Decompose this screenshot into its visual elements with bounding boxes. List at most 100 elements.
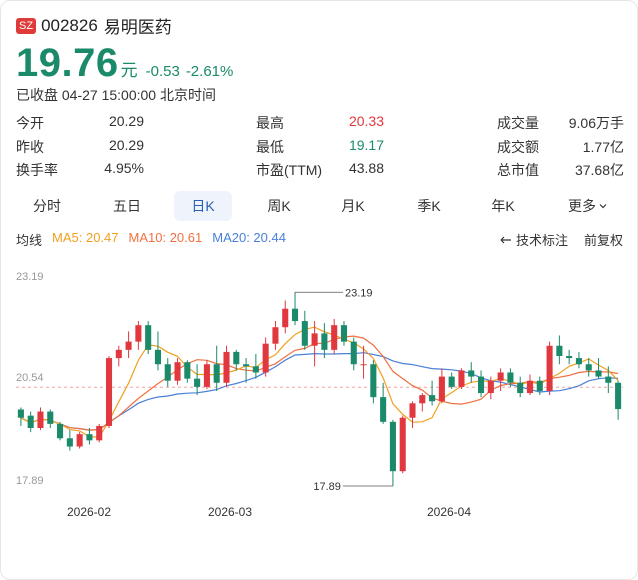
candle-body (448, 376, 455, 387)
candle (409, 401, 416, 429)
candle-body (96, 425, 103, 441)
tab-yearly-k[interactable]: 年K (491, 198, 515, 214)
candle-body (311, 333, 318, 346)
candle (115, 345, 122, 367)
candle-body (115, 349, 122, 359)
x-tick-label: 2026-03 (208, 505, 252, 519)
current-price: 19.76 (16, 41, 119, 85)
min-marker-label: 17.89 (313, 481, 341, 493)
tab-quarterly-k[interactable]: 季K (417, 198, 441, 214)
ma20-value: MA20: 20.44 (212, 230, 286, 245)
candle-body (350, 341, 357, 365)
candle-body (340, 325, 348, 342)
candle-body (409, 403, 416, 418)
candle (517, 376, 524, 398)
candle-body (438, 376, 445, 402)
candle (37, 407, 44, 431)
candle (125, 331, 132, 359)
price-row: 19.76 元 -0.53 -2.61% (16, 41, 233, 86)
candle-body (566, 356, 573, 359)
stat-value-open: 20.29 (108, 113, 144, 129)
candle-body (27, 415, 34, 429)
technical-annotation-label: 技术标注 (515, 233, 568, 248)
candle-body (487, 380, 494, 394)
candle (194, 364, 201, 396)
candle (478, 370, 485, 398)
candle-body (526, 380, 534, 394)
candle (321, 323, 328, 359)
stat-value-volume: 9.06万手 (568, 115, 624, 131)
candle (458, 368, 465, 389)
candle (96, 423, 103, 443)
x-tick-label: 2026-02 (67, 505, 111, 519)
candle-body (360, 364, 367, 366)
candle (399, 415, 406, 474)
candle-body (585, 364, 592, 371)
candle (487, 376, 494, 400)
drawing-tool-icon (500, 236, 511, 243)
stat-value-pe: 43.88 (348, 160, 384, 176)
tab-daily-k[interactable]: 日K (174, 191, 232, 221)
candle (331, 319, 338, 354)
candle (556, 335, 563, 365)
candle-body (252, 366, 259, 373)
tab-more-label: 更多 (568, 198, 596, 214)
candle (340, 321, 348, 346)
chevron-down-icon (599, 204, 607, 209)
candle (350, 337, 357, 371)
candle (301, 310, 308, 350)
candle (546, 341, 553, 396)
candle (566, 349, 573, 365)
candle (105, 356, 113, 429)
candle-body (282, 308, 289, 328)
ma5-value: MA5: 20.47 (52, 230, 119, 245)
candle (448, 372, 455, 389)
stat-value-turnover-rate: 4.95% (104, 160, 144, 176)
candle (174, 358, 181, 385)
candle-body (595, 370, 602, 377)
candle (272, 321, 279, 350)
ma10-value: MA10: 20.61 (128, 230, 203, 245)
candle (526, 374, 534, 396)
candle (164, 358, 171, 387)
candle-body (399, 417, 406, 472)
candle-body (76, 434, 83, 447)
stat-label-turnover: 成交额 (497, 139, 539, 155)
stat-label-volume: 成交量 (497, 115, 539, 131)
candle (135, 321, 142, 350)
price-change-pct: -2.61% (185, 63, 234, 80)
candle (311, 321, 318, 367)
candle-body (546, 345, 553, 391)
candle (389, 419, 396, 486)
candle-body (233, 351, 240, 365)
tab-intraday[interactable]: 分时 (33, 198, 61, 214)
candle-body (331, 325, 338, 350)
candle-body (507, 372, 514, 383)
candle-body (105, 358, 113, 426)
adjust-mode-button[interactable]: 前复权 (583, 233, 623, 248)
y-tick-label: 23.19 (16, 271, 44, 283)
tab-five-day[interactable]: 五日 (113, 198, 141, 214)
candle (243, 358, 250, 383)
candle (497, 368, 504, 391)
candle-body (47, 411, 54, 424)
candle-body (17, 409, 24, 418)
candle-body (57, 423, 64, 439)
stock-code: 002826 (41, 15, 98, 35)
candle-body (468, 370, 475, 377)
candle-body (615, 382, 622, 410)
candle-body (380, 397, 387, 422)
kline-chart[interactable]: 23.19 17.89 23.19 20.54 17.89 2026-02 2026-03… (1, 251, 637, 529)
technical-annotation-button[interactable]: 技术标注 (500, 230, 568, 249)
ma-legend: 均线 MA5: 20.47 MA10: 20.61 MA20: 20.44 (16, 230, 286, 249)
tab-weekly-k[interactable]: 周K (267, 198, 291, 214)
tab-more[interactable]: 更多 (552, 191, 624, 221)
tab-monthly-k[interactable]: 月K (341, 198, 365, 214)
stock-header: SZ 002826 易明医药 (16, 13, 172, 38)
candle-body (429, 395, 436, 402)
candle-body (497, 372, 504, 381)
candle-body (174, 362, 181, 381)
candle-body (37, 411, 44, 429)
candle-body (154, 349, 161, 365)
candle (47, 409, 54, 429)
